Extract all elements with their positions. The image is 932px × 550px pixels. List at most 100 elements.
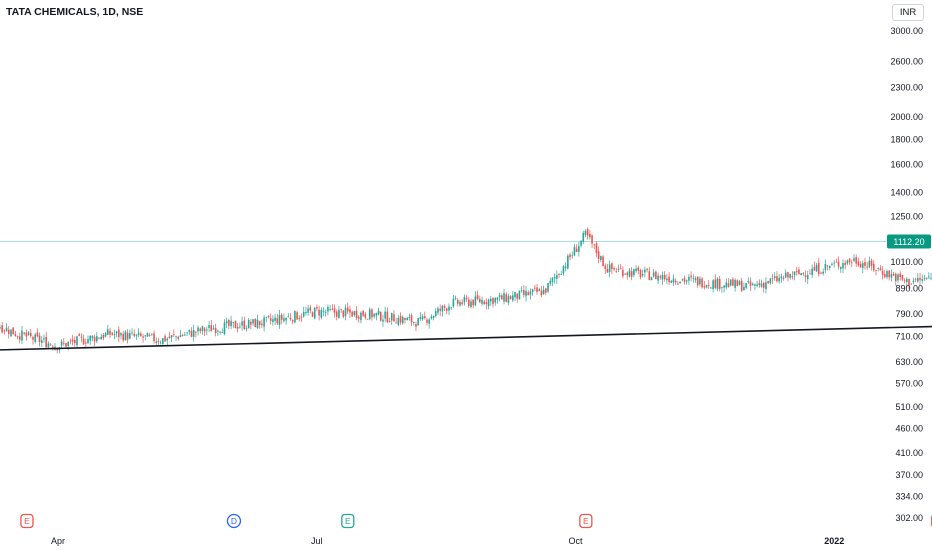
candle-body (1, 325, 3, 333)
candle-body (657, 275, 659, 281)
candle-body (817, 263, 820, 274)
event-marker-E[interactable]: E (579, 513, 593, 529)
candle-body (208, 325, 210, 328)
candle-body (465, 297, 468, 300)
last-price-label: 1112.20 (893, 237, 924, 247)
candle-body (263, 317, 265, 327)
candle-body (745, 283, 747, 288)
candle-body (542, 289, 545, 295)
candle-body (721, 287, 723, 289)
candle-body (897, 274, 899, 281)
candle-body (474, 296, 477, 306)
candle-body (406, 317, 408, 321)
candle-body (518, 290, 521, 300)
candle-body (278, 314, 281, 325)
candle-body (443, 306, 446, 308)
candle-body (569, 254, 571, 258)
candle-body (377, 310, 380, 315)
candle-body (162, 338, 164, 344)
candle-body (589, 233, 591, 238)
candle-body (276, 318, 279, 324)
candle-body (170, 335, 173, 338)
candle-body (36, 332, 39, 337)
candle-body (0, 327, 1, 329)
candle-body (930, 277, 932, 279)
candle-body (562, 266, 565, 274)
candle-body (903, 280, 906, 282)
candle-body (503, 293, 505, 302)
y-tick-label: 1250.00 (890, 212, 923, 222)
candle-body (666, 278, 668, 281)
candle-body (126, 332, 129, 340)
candle-body (734, 279, 736, 288)
event-marker-E[interactable]: E (20, 513, 34, 529)
candle-body (602, 256, 604, 267)
candle-body (850, 262, 853, 264)
candle-body (828, 266, 831, 268)
candle-body (386, 311, 389, 323)
candle-body (586, 228, 589, 236)
candle-body (280, 314, 283, 320)
candle-body (397, 317, 400, 325)
candle-body (217, 330, 219, 332)
candle-body (368, 309, 371, 320)
candle-body (404, 317, 406, 320)
event-marker-E[interactable]: E (341, 513, 355, 529)
candle-body (300, 316, 303, 318)
candle-body (901, 275, 904, 280)
candle-body (512, 295, 514, 301)
candle-body (355, 310, 358, 319)
candle-body (100, 336, 103, 340)
candle-body (60, 341, 63, 346)
candle-body (615, 271, 618, 273)
candle-body (445, 308, 448, 311)
candle-body (252, 319, 254, 324)
candle-body (591, 235, 593, 244)
candle-body (661, 275, 664, 280)
candle-body (423, 316, 426, 318)
candle-body (80, 336, 83, 338)
candle-body (32, 337, 34, 340)
candle-body (78, 334, 81, 336)
candle-body (776, 276, 778, 282)
candle-body (523, 290, 525, 295)
candle-body (580, 240, 582, 246)
candle-body (714, 279, 717, 289)
candle-body (230, 320, 232, 327)
candle-body (188, 329, 191, 332)
candle-body (360, 312, 362, 321)
candle-body (419, 317, 422, 319)
candle-body (65, 343, 67, 347)
candle-body (864, 261, 866, 266)
candle-body (192, 329, 195, 337)
candle-body (362, 310, 364, 316)
candle-body (844, 262, 846, 266)
candle-body (696, 276, 699, 286)
candle-body (806, 275, 809, 280)
candle-body (146, 333, 149, 337)
candle-body (166, 338, 169, 341)
candle-body (157, 341, 160, 343)
candle-body (760, 283, 763, 287)
event-marker-D[interactable]: D (226, 513, 242, 529)
y-tick-label: 2300.00 (890, 82, 923, 92)
candle-body (655, 271, 657, 280)
candle-body (412, 322, 415, 324)
candle-body (778, 277, 780, 282)
candle-body (45, 336, 47, 348)
candle-body (789, 274, 791, 278)
trendline-ascending-support-long[interactable] (0, 275, 932, 355)
candle-body (349, 309, 351, 313)
candle-body (129, 333, 131, 339)
candle-body (421, 316, 424, 320)
price-axis: 3000.00 2600.00 2300.00 2000.00 1800.00 1600.… (887, 26, 931, 523)
candle-body (758, 283, 761, 286)
candle-body (749, 281, 752, 286)
candle-body (415, 324, 417, 327)
currency-button[interactable]: INR (892, 4, 924, 21)
candle-body (333, 308, 336, 313)
candle-body (914, 278, 917, 280)
candle-body (96, 336, 98, 342)
candle-body (659, 276, 662, 278)
